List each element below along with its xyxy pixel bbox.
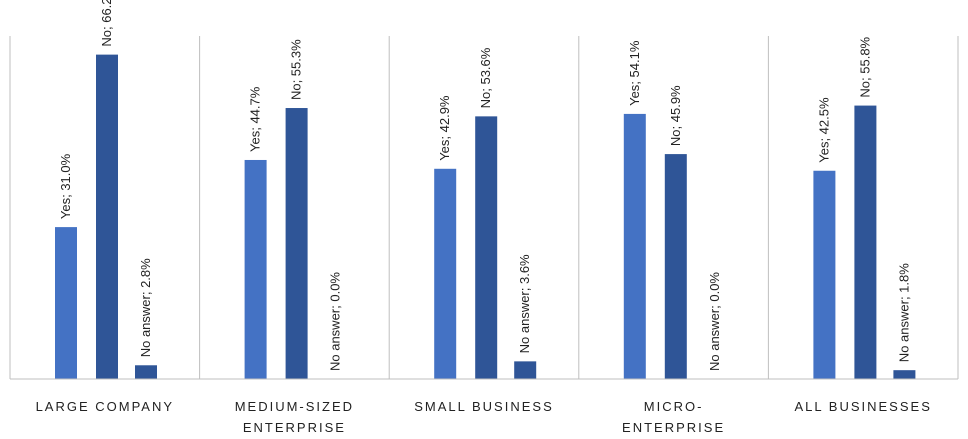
- data-label: Yes; 44.7%: [248, 86, 263, 152]
- category-label-line: ALL BUSINESSES: [795, 399, 932, 414]
- bar-no: [96, 54, 118, 380]
- bar-no-answer: [135, 365, 157, 379]
- data-label: No answer; 3.6%: [517, 254, 532, 353]
- data-label: Yes; 31.0%: [58, 153, 73, 219]
- category-label: LARGE COMPANY: [36, 399, 174, 414]
- category-label-line: MICRO-: [644, 399, 704, 414]
- bars: [55, 54, 916, 380]
- category-label-line: LARGE COMPANY: [36, 399, 174, 414]
- bar-no: [475, 116, 498, 380]
- bar-yes: [623, 113, 646, 379]
- bar-yes: [244, 159, 267, 379]
- category-label-line: MEDIUM-SIZED: [235, 399, 354, 414]
- bar-no-answer: [893, 370, 916, 379]
- category-labels: LARGE COMPANY MEDIUM-SIZED ENTERPRISE SMALL…: [36, 399, 932, 435]
- category-label-line: SMALL BUSINESS: [414, 399, 554, 414]
- group-separators: [9, 36, 959, 379]
- data-label: Yes; 42.9%: [437, 95, 452, 161]
- category-label-line: ENTERPRISE: [622, 420, 725, 435]
- data-label: No answer; 2.8%: [138, 258, 153, 357]
- data-label: No; 45.9%: [668, 85, 683, 146]
- bar-yes: [813, 170, 836, 379]
- category-label: ALL BUSINESSES: [795, 399, 932, 414]
- bar-no: [854, 105, 877, 379]
- category-label: MICRO- ENTERPRISE: [622, 399, 725, 435]
- bar-no: [664, 154, 687, 379]
- data-label: No; 55.3%: [289, 39, 304, 100]
- data-label: No answer; 0.0%: [707, 272, 722, 371]
- bar-yes: [434, 168, 457, 379]
- category-label: MEDIUM-SIZED ENTERPRISE: [235, 399, 354, 435]
- data-label: No answer; 1.8%: [896, 263, 911, 362]
- data-label: Yes; 54.1%: [627, 40, 642, 106]
- category-label-line: ENTERPRISE: [243, 420, 346, 435]
- bar-no: [285, 108, 308, 379]
- data-label: Yes; 42.5%: [816, 97, 831, 163]
- bar-yes: [55, 227, 77, 379]
- data-label: No; 55.8%: [857, 36, 872, 97]
- bar-no-answer: [514, 361, 537, 379]
- data-label: No; 66.2%: [99, 0, 114, 47]
- data-label: No answer; 0.0%: [328, 272, 343, 371]
- category-label: SMALL BUSINESS: [414, 399, 554, 414]
- data-label: No; 53.6%: [478, 47, 493, 108]
- data-labels: Yes; 31.0% No; 66.2% No answer; 2.8% Yes; 4…: [58, 0, 911, 371]
